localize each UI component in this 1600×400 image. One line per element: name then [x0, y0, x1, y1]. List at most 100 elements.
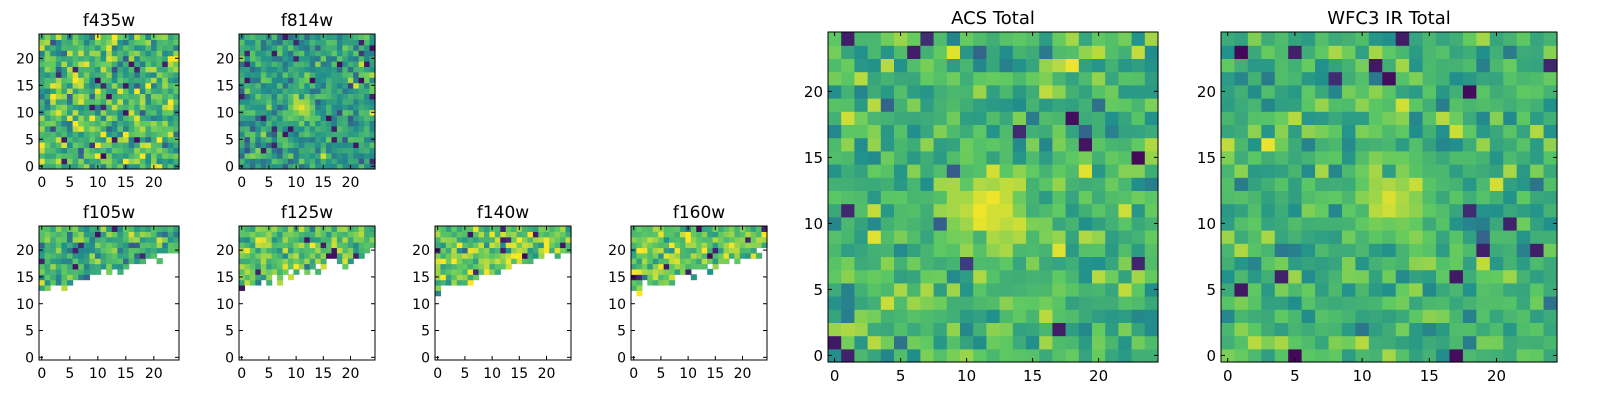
- heatmap-cell: [1144, 309, 1159, 323]
- heatmap-cell: [1543, 216, 1558, 231]
- heatmap-cell: [304, 104, 311, 111]
- heatmap-cell: [973, 84, 987, 99]
- heatmap-cell: [658, 279, 665, 286]
- heatmap-cell: [1065, 322, 1080, 337]
- heatmap-cell: [973, 216, 987, 231]
- heatmap-cell: [986, 84, 1001, 99]
- heatmap-cell: [663, 258, 670, 265]
- heatmap-cell: [320, 125, 327, 132]
- heatmap-cell: [167, 77, 174, 84]
- heatmap-cell: [287, 258, 294, 265]
- heatmap-cell: [841, 335, 855, 350]
- heatmap-cell: [244, 61, 251, 67]
- heatmap-cell: [1476, 256, 1491, 271]
- heatmap-cell: [973, 150, 987, 165]
- heatmap-cell: [156, 158, 163, 165]
- heatmap-cell: [1118, 282, 1133, 297]
- heatmap-cell: [1503, 137, 1518, 152]
- heatmap-cell: [986, 335, 1001, 350]
- heatmap-cell: [162, 247, 169, 254]
- heatmap-cell: [894, 309, 908, 323]
- heatmap-cell: [1026, 296, 1040, 310]
- heatmap-cell: [331, 120, 338, 127]
- heatmap-cell: [718, 242, 725, 249]
- heatmap-cell: [1328, 137, 1343, 152]
- heatmap-cell: [304, 44, 311, 51]
- heatmap-cell: [255, 236, 262, 243]
- heatmap-cell: [1065, 45, 1080, 59]
- heatmap-cell: [973, 269, 987, 284]
- heatmap-cell: [1449, 348, 1464, 363]
- heatmap-cell: [106, 120, 113, 127]
- heatmap-cell: [347, 77, 354, 84]
- heatmap-cell: [244, 163, 251, 170]
- heatmap-cell: [72, 231, 79, 238]
- heatmap-cell: [123, 147, 130, 154]
- heatmap-cell: [156, 163, 163, 170]
- heatmap-cell: [707, 258, 714, 265]
- heatmap-cell: [123, 93, 130, 100]
- heatmap-cell: [880, 203, 895, 218]
- heatmap-cell: [973, 243, 987, 257]
- heatmap-cell: [1247, 216, 1262, 231]
- heatmap-cell: [298, 236, 305, 243]
- heatmap-cell: [83, 66, 90, 73]
- heatmap-cell: [266, 247, 273, 254]
- heatmap-cell: [933, 71, 948, 86]
- heatmap-cell: [1436, 243, 1451, 257]
- heatmap-cell: [1105, 58, 1119, 73]
- heatmap-cell: [162, 131, 169, 138]
- heatmap-cell: [435, 236, 442, 243]
- heatmap-cell: [1409, 269, 1424, 284]
- heatmap-cell: [260, 252, 267, 259]
- heatmap-cell: [1341, 309, 1356, 323]
- heatmap-cell: [78, 236, 85, 243]
- heatmap-cell: [244, 274, 251, 281]
- heatmap-cell: [298, 104, 305, 111]
- heatmap-cell: [282, 71, 289, 78]
- heatmap-cell: [277, 120, 284, 127]
- heatmap-cell: [309, 242, 316, 249]
- heatmap-cell: [78, 109, 85, 116]
- heatmap-cell: [145, 125, 152, 132]
- heatmap-cell: [364, 115, 371, 121]
- heatmap-cell: [117, 263, 124, 270]
- heatmap-cell: [55, 115, 62, 121]
- heatmap-cell: [249, 109, 256, 116]
- x-tick-label: 0: [237, 366, 246, 382]
- heatmap-cell: [894, 150, 908, 165]
- heatmap-cell: [145, 120, 152, 127]
- heatmap-cell: [973, 45, 987, 59]
- heatmap-cell: [907, 243, 921, 257]
- heatmap-cell: [828, 256, 842, 271]
- heatmap-cell: [55, 44, 62, 51]
- heatmap-cell: [1012, 296, 1027, 310]
- heatmap-cell: [1476, 230, 1491, 244]
- heatmap-cell: [151, 66, 158, 73]
- heatmap-cell: [1368, 282, 1383, 297]
- heatmap-cell: [255, 77, 262, 84]
- heatmap-cell: [1261, 124, 1276, 139]
- heatmap-cell: [631, 279, 638, 286]
- heatmap-cell: [347, 71, 354, 78]
- heatmap-cell: [999, 243, 1014, 257]
- heatmap-cell: [89, 77, 96, 84]
- heatmap-cell: [920, 150, 935, 165]
- heatmap-cell: [1436, 322, 1451, 337]
- heatmap-cell: [123, 142, 130, 148]
- heatmap-cell: [309, 66, 316, 73]
- heatmap-cell: [473, 242, 480, 249]
- heatmap-cell: [1092, 84, 1106, 99]
- heatmap-cell: [342, 131, 349, 138]
- heatmap-cell: [828, 137, 842, 152]
- heatmap-cell: [712, 252, 719, 259]
- heatmap-cell: [83, 88, 90, 94]
- heatmap-cell: [1476, 111, 1491, 125]
- heatmap-cell: [647, 236, 654, 243]
- heatmap-cell: [282, 236, 289, 243]
- heatmap-cell: [277, 44, 284, 51]
- heatmap-cell: [712, 236, 719, 243]
- heatmap-cell: [1039, 190, 1053, 205]
- heatmap-cell: [1449, 335, 1464, 350]
- heatmap-cell: [707, 242, 714, 249]
